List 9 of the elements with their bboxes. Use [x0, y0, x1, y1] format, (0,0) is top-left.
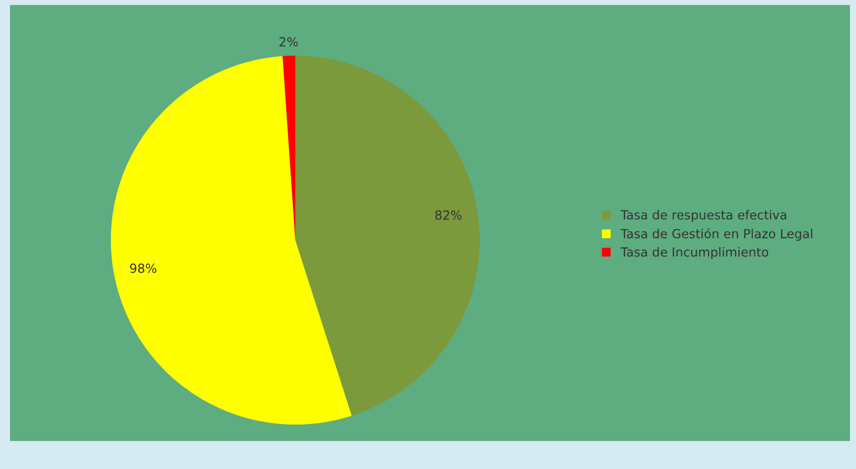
legend-label: Tasa de Gestión en Plazo Legal — [620, 228, 812, 241]
pie-slice — [282, 56, 296, 240]
legend-label: Tasa de Incumplimiento — [620, 247, 768, 260]
pie-slice — [110, 56, 352, 425]
data-label: 98% — [130, 264, 156, 273]
pie-slice — [295, 56, 480, 416]
data-label: 2% — [280, 37, 298, 47]
legend-label: Tasa de respuesta efectiva — [620, 210, 786, 222]
data-label: 82% — [435, 210, 462, 220]
